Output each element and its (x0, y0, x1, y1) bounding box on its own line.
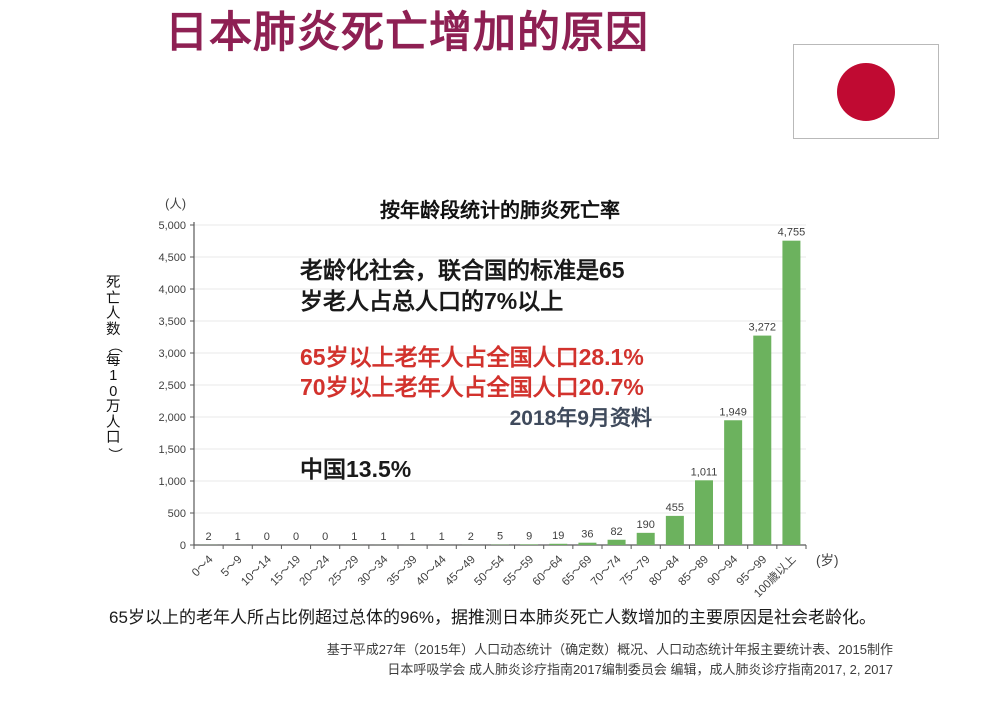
y-axis-title-char: 人 (106, 306, 121, 322)
annotation-over70-share: 70岁以上老年人占全国人口20.7% (300, 374, 644, 400)
svg-text:70～74: 70～74 (589, 553, 624, 588)
svg-text:75～79: 75～79 (618, 554, 653, 589)
svg-text:85～89: 85～89 (676, 554, 711, 589)
svg-text:455: 455 (666, 502, 684, 514)
chart-title: 按年龄段统计的肺炎死亡率 (380, 200, 620, 222)
y-axis-title-char: 数 (106, 321, 121, 338)
svg-text:45～49: 45～49 (443, 554, 478, 589)
svg-text:190: 190 (637, 519, 655, 531)
svg-text:500: 500 (168, 508, 186, 520)
svg-text:25～29: 25～29 (327, 554, 362, 589)
svg-text:2: 2 (206, 531, 212, 543)
svg-text:60～64: 60～64 (531, 553, 566, 588)
svg-text:(岁): (岁) (816, 553, 839, 568)
svg-text:4,755: 4,755 (778, 227, 806, 239)
y-axis-title-char: 0 (109, 383, 118, 400)
y-axis-title-char: 死 (106, 275, 121, 291)
annotation-aging-standard: 老龄化社会，联合国的标准是65 岁老人占总人口的7%以上 (300, 255, 625, 317)
svg-text:15～19: 15～19 (268, 554, 303, 589)
svg-text:40～44: 40～44 (414, 553, 449, 588)
svg-text:10～14: 10～14 (239, 553, 274, 588)
svg-text:0: 0 (180, 540, 186, 552)
svg-text:4,500: 4,500 (158, 252, 186, 264)
svg-text:19: 19 (552, 530, 564, 542)
y-axis-title-char: 1 (109, 368, 118, 384)
source-line-2: 日本呼吸学会 成人肺炎诊疗指南2017编制委员会 编辑，成人肺炎诊疗指南2017… (387, 662, 893, 677)
svg-text:35～39: 35～39 (385, 554, 420, 589)
svg-text:80～84: 80～84 (647, 553, 682, 588)
svg-text:2: 2 (468, 531, 474, 543)
y-axis-title-char: 口 (106, 430, 121, 446)
svg-text:1: 1 (380, 531, 386, 543)
annotation-over65-share: 65岁以上老年人占全国人口28.1% (300, 344, 644, 370)
svg-text:50～54: 50～54 (472, 553, 507, 588)
svg-text:3,000: 3,000 (158, 348, 186, 360)
svg-text:0～4: 0～4 (190, 553, 216, 579)
svg-text:0: 0 (293, 531, 299, 543)
svg-text:9: 9 (526, 530, 532, 542)
svg-text:90～94: 90～94 (706, 553, 741, 588)
y-axis-title: 死亡人数（每 1 0 万人口） (106, 275, 122, 462)
svg-text:1: 1 (351, 531, 357, 543)
svg-text:1,500: 1,500 (158, 444, 186, 456)
svg-text:1: 1 (235, 531, 241, 543)
y-axis-title-char: 亡 (106, 290, 121, 307)
japan-flag-sun-icon (837, 62, 895, 121)
source-line-1: 基于平成27年（2015年）人口动态统计（确定数）概况、人口动态统计年报主要统计… (326, 642, 893, 657)
svg-text:5～9: 5～9 (219, 554, 245, 580)
svg-text:0: 0 (322, 531, 328, 543)
annotation-population-stats: 65岁以上老年人占全国人口28.1% 70岁以上老年人占全国人口20.7% 20… (300, 342, 652, 434)
bottom-caption: 65岁以上的老年人所占比例超过总体的96%，据推测日本肺炎死亡人数增加的主要原因… (109, 608, 876, 627)
japan-flag-icon (793, 44, 939, 139)
svg-text:3,500: 3,500 (158, 316, 186, 328)
annotation-aging-line1: 老龄化社会，联合国的标准是65 (300, 257, 625, 283)
svg-text:0: 0 (264, 531, 270, 543)
y-axis-title-char: 人 (106, 414, 121, 431)
svg-text:2,000: 2,000 (158, 412, 186, 424)
svg-text:55～59: 55～59 (502, 554, 537, 589)
annotation-aging-line2: 岁老人占总人口的7%以上 (300, 288, 564, 314)
svg-text:65～69: 65～69 (560, 554, 595, 589)
svg-text:4,000: 4,000 (158, 284, 186, 296)
annotation-china-share: 中国13.5% (300, 456, 412, 482)
y-axis-title-char: 每 (106, 352, 121, 369)
svg-text:1,011: 1,011 (691, 466, 718, 478)
svg-text:1,000: 1,000 (158, 476, 186, 488)
y-axis-title-char: 万 (106, 399, 121, 415)
annotation-data-date: 2018年9月资料 (509, 407, 652, 430)
svg-text:82: 82 (610, 526, 622, 538)
svg-text:(人): (人) (165, 197, 186, 211)
svg-text:1,949: 1,949 (719, 406, 747, 418)
svg-text:2,500: 2,500 (158, 380, 186, 392)
svg-text:3,272: 3,272 (749, 322, 777, 334)
svg-text:36: 36 (581, 529, 593, 541)
source-citation: 基于平成27年（2015年）人口动态统计（确定数）概况、人口动态统计年报主要统计… (327, 640, 893, 680)
svg-text:30～34: 30～34 (356, 553, 391, 588)
svg-text:5: 5 (497, 531, 503, 543)
svg-text:20～24: 20～24 (298, 553, 333, 588)
svg-text:5,000: 5,000 (158, 220, 186, 232)
svg-text:1: 1 (439, 531, 445, 543)
page-title: 日本肺炎死亡增加的原因 (165, 9, 649, 57)
svg-text:1: 1 (410, 531, 416, 543)
